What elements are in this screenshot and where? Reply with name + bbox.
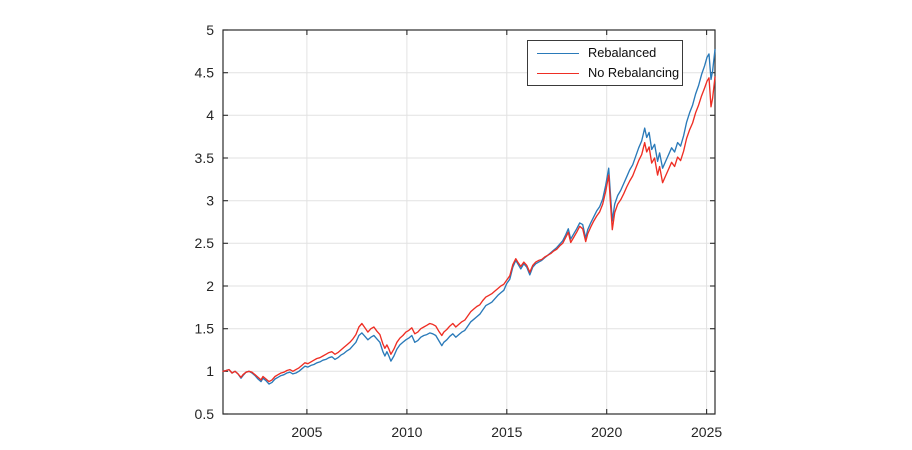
svg-text:2015: 2015 — [491, 424, 522, 440]
legend-item-no-rebalancing: No Rebalancing — [537, 65, 682, 82]
svg-text:3: 3 — [206, 193, 214, 209]
svg-text:3.5: 3.5 — [195, 150, 215, 166]
svg-text:2010: 2010 — [391, 424, 422, 440]
svg-text:1: 1 — [206, 363, 214, 379]
svg-text:2020: 2020 — [591, 424, 622, 440]
svg-text:2005: 2005 — [291, 424, 322, 440]
svg-text:2025: 2025 — [691, 424, 722, 440]
svg-text:4: 4 — [206, 107, 214, 123]
svg-text:2.5: 2.5 — [195, 235, 215, 251]
svg-text:1.5: 1.5 — [195, 321, 215, 337]
legend-item-rebalanced: Rebalanced — [537, 45, 682, 62]
chart-legend: Rebalanced No Rebalancing — [527, 40, 683, 86]
svg-text:2: 2 — [206, 278, 214, 294]
svg-text:4.5: 4.5 — [195, 65, 215, 81]
legend-label-no-rebalancing: No Rebalancing — [588, 64, 680, 80]
legend-line-sample-blue — [537, 52, 579, 54]
legend-label-rebalanced: Rebalanced — [588, 44, 657, 60]
svg-text:5: 5 — [206, 22, 214, 38]
legend-line-sample-red — [537, 72, 579, 74]
svg-text:0.5: 0.5 — [195, 406, 215, 422]
